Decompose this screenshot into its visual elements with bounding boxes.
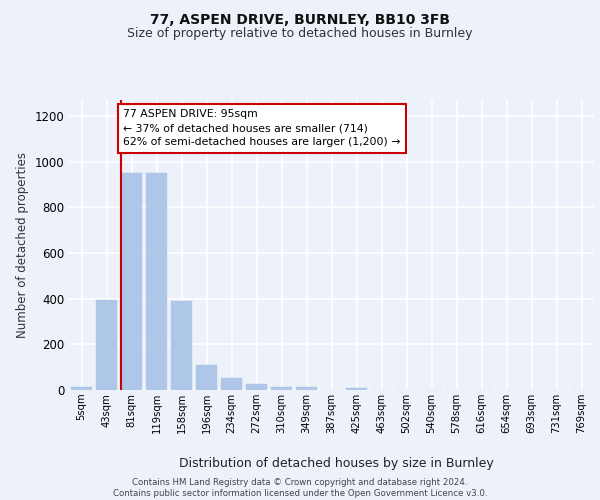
Text: Contains HM Land Registry data © Crown copyright and database right 2024.
Contai: Contains HM Land Registry data © Crown c… (113, 478, 487, 498)
Text: 77 ASPEN DRIVE: 95sqm
← 37% of detached houses are smaller (714)
62% of semi-det: 77 ASPEN DRIVE: 95sqm ← 37% of detached … (124, 109, 401, 147)
Text: Distribution of detached houses by size in Burnley: Distribution of detached houses by size … (179, 458, 493, 470)
Bar (121, 173, 142, 390)
Bar (296, 387, 317, 390)
Bar (96, 300, 117, 390)
Bar (246, 384, 267, 390)
Bar (346, 388, 367, 390)
Bar (71, 386, 92, 390)
Text: Size of property relative to detached houses in Burnley: Size of property relative to detached ho… (127, 28, 473, 40)
Text: 77, ASPEN DRIVE, BURNLEY, BB10 3FB: 77, ASPEN DRIVE, BURNLEY, BB10 3FB (150, 12, 450, 26)
Bar (146, 173, 167, 390)
Bar (196, 365, 217, 390)
Bar (271, 387, 292, 390)
Y-axis label: Number of detached properties: Number of detached properties (16, 152, 29, 338)
Bar (171, 301, 192, 390)
Bar (221, 378, 242, 390)
